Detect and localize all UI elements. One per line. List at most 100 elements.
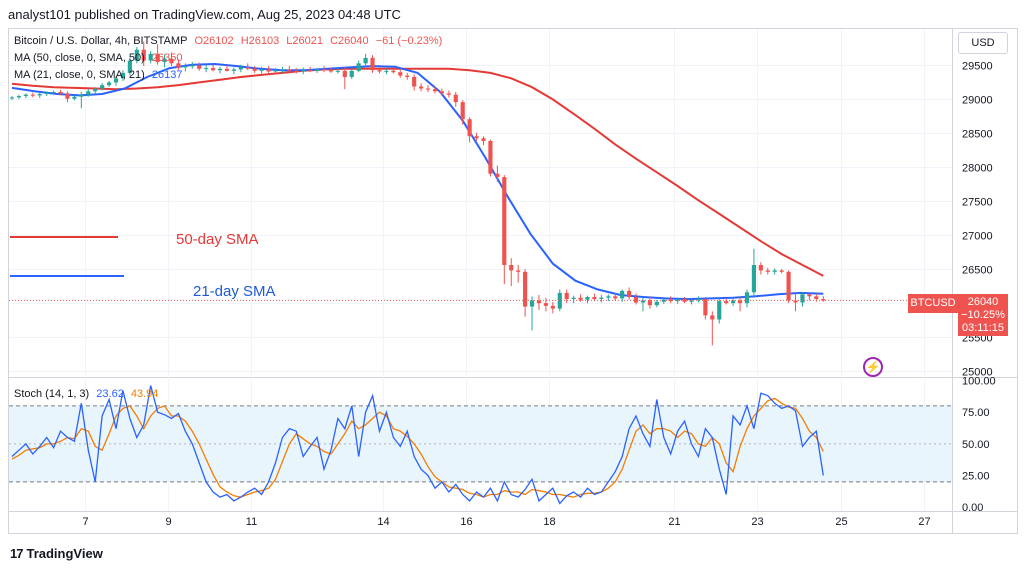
candle-body [155,53,160,62]
candle-body [481,138,486,142]
chart-frame [8,28,1018,534]
candle-body [446,93,451,95]
candle-body [211,68,216,71]
candle-body [689,300,694,302]
stoch-legend[interactable]: Stoch (14, 1, 3) 23.62 43.94 [14,388,162,400]
candle-body [363,57,368,64]
candle-body [779,270,784,272]
candle-body [654,301,659,306]
candle-body [488,141,493,174]
candle-body [120,72,126,79]
x-tick-label: 27 [918,516,930,528]
candle-body [204,68,209,70]
y-tick-label: 29500 [962,61,993,73]
ma21-line [11,62,824,301]
stoch-y-tick-label: 100.00 [962,376,996,388]
x-tick-label: 16 [460,516,472,528]
ma21-legend-value: 26137 [151,69,183,81]
candle-body [502,177,507,265]
candle-body [9,97,15,99]
candle-body [217,68,223,71]
candle-body [592,297,597,300]
y-tick-label: 27000 [962,231,993,243]
candle-body [405,75,410,77]
bolt-icon[interactable]: ⚡ [863,357,883,377]
candle-body [793,300,798,303]
candle-body [72,96,77,99]
x-tick-label: 23 [751,516,763,528]
candle-body [786,271,791,301]
candle-body [44,92,49,94]
candle-body [197,65,202,69]
currency-button[interactable]: USD [958,32,1008,54]
candle-body [439,91,444,94]
candle-body [814,296,819,300]
candle-body [647,300,652,306]
candle-body [328,70,334,72]
candle-body [467,119,472,137]
candle-body [266,69,271,72]
candle-body [807,294,812,297]
candle-body [190,65,195,67]
candle-body [273,70,278,72]
stoch-k-value: 23.62 [96,388,124,400]
stoch-y-tick-label: 25.00 [962,471,990,483]
candle-body [800,294,805,303]
bar-countdown: 03:11:15 [961,322,1004,334]
candle-body [377,70,382,72]
symbol-name: Bitcoin / U.S. Dollar, 4h, BITSTAMP [14,35,188,47]
candle-body [356,63,361,71]
candle-body [419,86,424,89]
open-value: O26102 [194,35,234,47]
candle-body [710,315,715,320]
stoch-d-value: 43.94 [130,388,159,400]
candle-body [564,292,569,300]
tradingview-logo[interactable]: 17 TradingView [10,546,103,561]
close-value: C26040 [330,35,369,47]
x-tick-label: 18 [543,516,555,528]
y-tick-label: 25000 [962,367,993,379]
candle-body [613,296,618,299]
candle-body [252,68,257,71]
candle-body [349,70,354,77]
x-tick-label: 21 [668,516,680,528]
candle-body [301,70,306,72]
last-price-box: 26040 −10.25% 03:11:15 [958,294,1008,336]
ma21-legend[interactable]: MA (21, close, 0, SMA, 21) 26137 [14,69,187,81]
candle-body [717,301,722,320]
candle-body [245,67,250,69]
candle-body [65,93,70,99]
candle-body [675,299,680,302]
candle-body [557,292,562,309]
candle-body [606,296,611,298]
candle-body [30,94,35,96]
candle-body [509,264,514,271]
candle-body [391,70,396,73]
candle-body [134,49,139,61]
candle-body [731,300,736,304]
candle-body [58,91,63,94]
candle-body [640,300,646,303]
candle-body [259,69,264,71]
candle-body [315,69,320,71]
candle-body [627,290,632,298]
stoch-y-tick-label: 75.00 [962,407,990,419]
y-tick-label: 27500 [962,197,993,209]
candle-body [384,70,389,72]
candle-body [620,290,625,299]
x-tick-label: 14 [377,516,389,528]
candle-body [550,305,555,309]
candle-body [370,57,375,71]
candle-body [765,270,770,272]
publish-header: analyst101 published on TradingView.com,… [8,7,401,22]
candle-body [100,85,105,89]
candle-body [516,270,521,272]
ma50-legend[interactable]: MA (50, close, 0, SMA, 50) 26350 [14,52,187,64]
candle-body [571,297,576,300]
symbol-legend: Bitcoin / U.S. Dollar, 4h, BITSTAMP O261… [14,35,446,47]
logo-text: TradingView [26,546,103,561]
high-value: H26103 [240,35,280,47]
candle-body [93,88,98,92]
candle-body [523,271,528,307]
